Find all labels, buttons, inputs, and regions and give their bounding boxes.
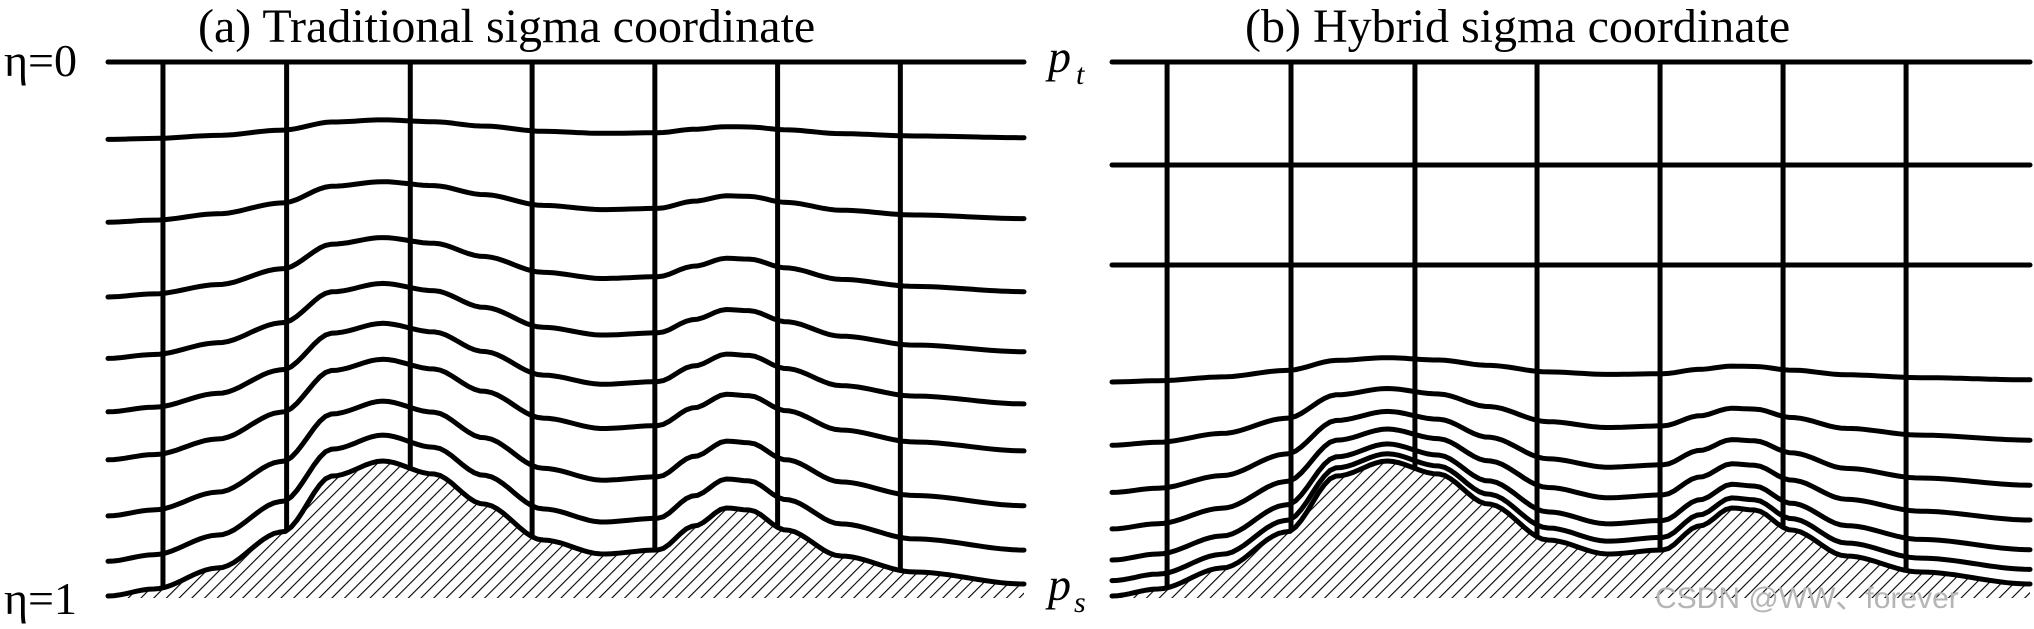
hybrid-level-line <box>1109 441 2033 563</box>
sigma-level-line <box>105 117 1027 142</box>
watermark-text: CSDN @WW、forever <box>1655 582 1959 615</box>
panel-a-title: (a) Traditional sigma coordinate <box>198 0 815 53</box>
hybrid-level-line <box>1109 451 2033 584</box>
p-top-label: p t <box>1045 31 1085 91</box>
surface-line <box>1109 458 2033 599</box>
svg-text:p: p <box>1045 559 1071 610</box>
eta-top-label: η=0 <box>4 35 77 86</box>
svg-text:p: p <box>1045 31 1071 82</box>
eta-bottom-label: η=1 <box>4 573 77 624</box>
sigma-level-line <box>105 398 1027 519</box>
sigma-level-line <box>105 235 1027 300</box>
panel-a-grid <box>105 59 1027 599</box>
terrain-fill <box>1112 461 2030 598</box>
sigma-level-line <box>105 320 1027 415</box>
sigma-level-line <box>105 179 1027 225</box>
panel-b-title: (b) Hybrid sigma coordinate <box>1245 0 1790 53</box>
panel-b-grid <box>1109 59 2033 599</box>
sigma-level-line <box>105 432 1027 564</box>
hybrid-level-line <box>1109 426 2033 532</box>
terrain-fill <box>108 461 1024 598</box>
hybrid-level-line <box>1109 408 2033 495</box>
surface-line <box>105 458 1027 599</box>
sigma-level-line <box>105 280 1027 361</box>
hybrid-level-line <box>1109 355 2033 385</box>
hybrid-level-line <box>1109 385 2033 448</box>
sigma-level-line <box>105 356 1027 463</box>
svg-text:t: t <box>1076 58 1085 91</box>
svg-text:s: s <box>1074 586 1086 619</box>
p-surface-label: p s <box>1045 559 1086 619</box>
